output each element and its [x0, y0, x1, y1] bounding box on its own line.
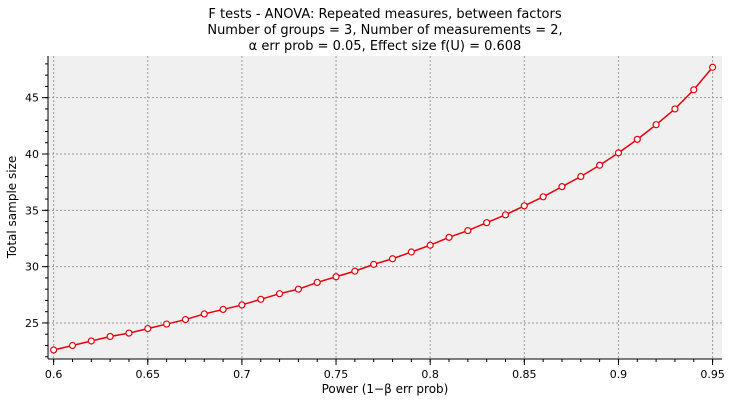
y-axis-label: Total sample size	[5, 156, 19, 260]
x-tick-label: 0.75	[324, 368, 349, 381]
x-tick-label: 0.6	[45, 368, 63, 381]
plot-area	[48, 56, 722, 359]
data-point	[501, 211, 510, 219]
x-axis-ticks: 0.6 0.65 0.7 0.75 0.8 0.85 0.9 0.95	[45, 368, 725, 381]
x-tick-label: 0.85	[512, 368, 537, 381]
data-point	[332, 273, 340, 281]
data-point	[200, 310, 208, 318]
data-point	[181, 315, 190, 324]
chart-title-line: α err prob = 0.05, Effect size f(U) = 0.…	[249, 39, 522, 54]
data-point	[388, 255, 397, 263]
data-point	[144, 324, 152, 333]
data-point	[464, 226, 472, 235]
y-tick-label: 35	[25, 204, 39, 217]
data-point	[50, 346, 58, 354]
data-point	[370, 260, 378, 268]
data-point	[445, 233, 453, 241]
data-point	[351, 267, 359, 275]
y-axis-ticks: 25 30 35 40 45	[25, 92, 39, 330]
data-point	[257, 295, 265, 303]
data-point	[708, 63, 717, 71]
data-point	[68, 341, 77, 350]
data-point	[520, 202, 528, 210]
chart-title: F tests - ANOVA: Repeated measures, betw…	[207, 7, 562, 54]
data-point	[633, 135, 641, 143]
chart-title-line: F tests - ANOVA: Repeated measures, betw…	[208, 7, 561, 22]
data-point	[313, 278, 321, 287]
x-tick-label: 0.65	[136, 368, 161, 381]
y-tick-label: 40	[25, 148, 39, 161]
x-tick-label: 0.9	[610, 368, 628, 381]
x-axis-label: Power (1−β err prob)	[322, 382, 449, 396]
data-point	[106, 332, 114, 341]
data-point	[238, 301, 246, 309]
data-point	[275, 290, 284, 298]
chart-title-line: Number of groups = 3, Number of measurem…	[207, 23, 562, 38]
series	[50, 63, 717, 354]
data-point	[671, 105, 679, 113]
data-point	[163, 320, 171, 328]
data-point	[87, 337, 95, 345]
x-tick-label: 0.95	[700, 368, 725, 381]
data-point	[577, 172, 585, 181]
data-point	[539, 193, 547, 201]
y-tick-label: 45	[25, 92, 39, 105]
data-point	[558, 183, 566, 191]
data-point	[426, 241, 434, 249]
axes	[42, 56, 722, 365]
data-point	[596, 161, 604, 169]
data-point	[614, 149, 623, 157]
x-tick-label: 0.8	[421, 368, 439, 381]
data-point	[407, 248, 415, 256]
data-point	[690, 86, 698, 94]
x-tick-label: 0.7	[233, 368, 251, 381]
data-point	[652, 121, 660, 129]
data-point	[294, 285, 302, 293]
data-point	[125, 329, 133, 337]
y-tick-label: 30	[25, 261, 39, 274]
data-point	[219, 305, 227, 314]
data-point	[483, 219, 491, 227]
y-tick-label: 25	[25, 317, 39, 330]
